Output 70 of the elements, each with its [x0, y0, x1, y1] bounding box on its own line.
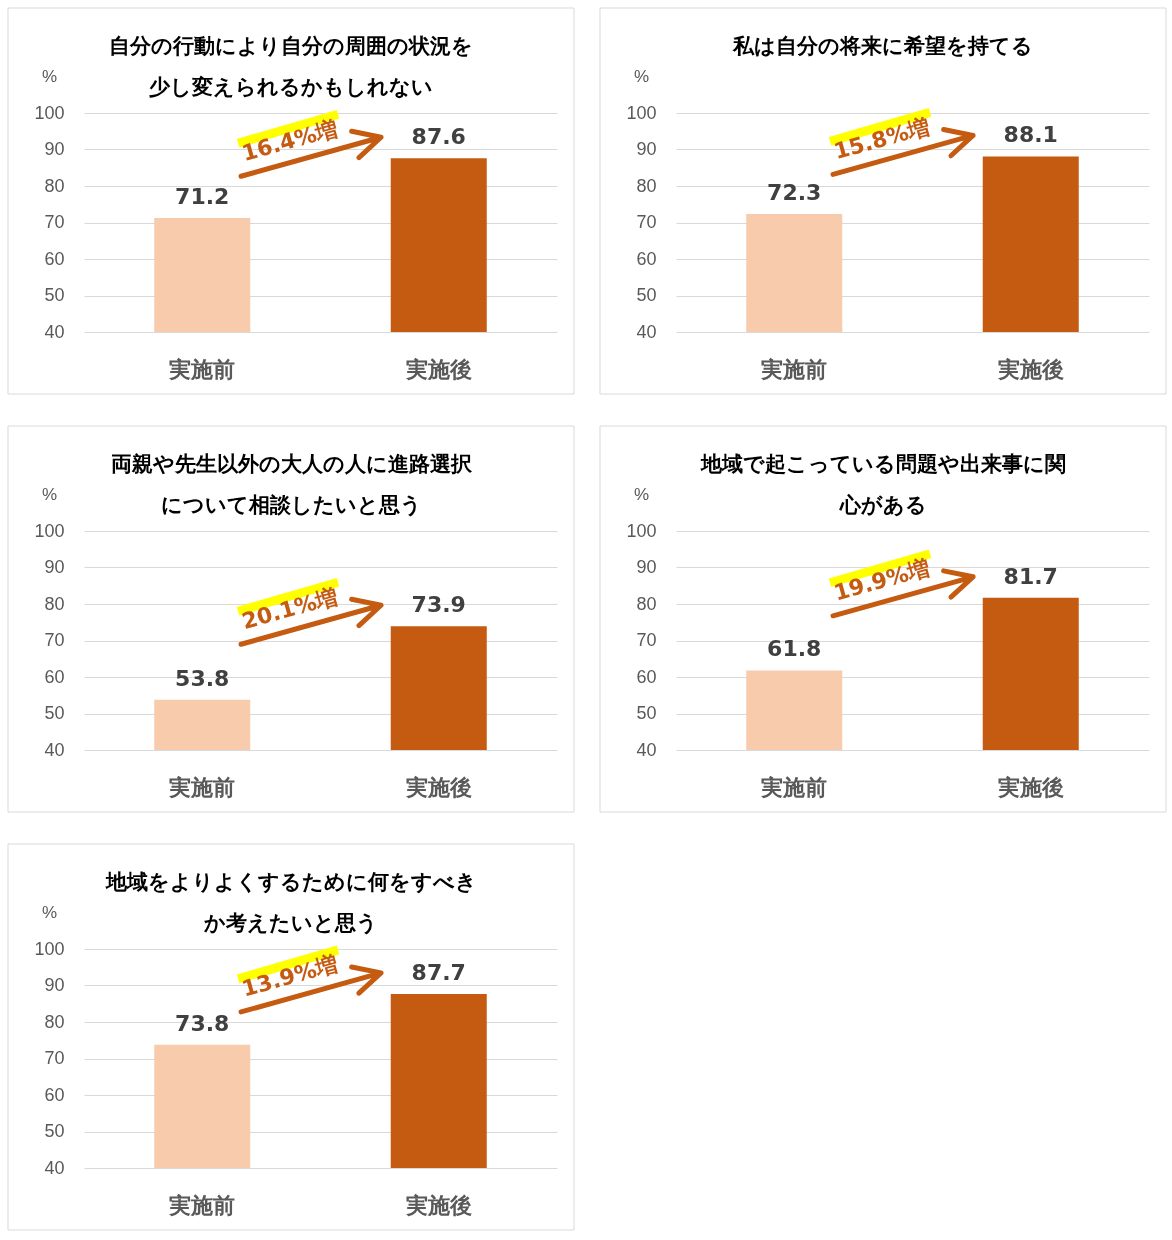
chart-title: 両親や先生以外の大人の人に進路選択について相談したいと思う [110, 452, 473, 517]
data-label: 71.2 [175, 184, 230, 210]
y-tick-label: 100 [626, 520, 657, 541]
y-tick-label: 80 [636, 175, 657, 196]
y-tick-label: 40 [636, 739, 657, 760]
x-tick-label: 実施前 [168, 774, 236, 800]
y-tick-label: 60 [44, 248, 65, 269]
y-tick-label: 100 [626, 102, 657, 123]
x-tick-label: 実施前 [760, 356, 828, 382]
y-tick-label: 90 [636, 557, 657, 577]
data-label: 88.1 [1003, 122, 1058, 148]
chart-title: 自分の行動により自分の周囲の状況を少し変えられるかもしれない [109, 34, 473, 99]
y-tick-label: 40 [44, 739, 65, 760]
data-label: 72.3 [767, 180, 822, 206]
chart-title: 地域をよりよくするために何をすべきか考えたいと思う [104, 870, 477, 935]
y-tick-label: 60 [636, 248, 657, 269]
data-label: 53.8 [175, 665, 230, 691]
y-tick-label: 70 [636, 630, 657, 650]
x-tick-label: 実施後 [404, 1192, 472, 1218]
y-tick-label: 40 [44, 321, 65, 342]
data-label: 61.8 [767, 636, 822, 662]
y-tick-label: 50 [44, 285, 65, 305]
data-label: 73.9 [411, 592, 466, 618]
y-axis-title: % [41, 484, 58, 504]
y-tick-label: 70 [44, 630, 65, 650]
y-tick-label: 100 [34, 938, 65, 959]
y-axis-title: % [41, 902, 58, 922]
y-axis-title: % [633, 66, 650, 86]
x-tick-label: 実施後 [404, 356, 472, 382]
annotation: 13.9%増 [239, 951, 341, 1002]
x-tick-label: 実施前 [168, 356, 236, 382]
x-tick-label: 実施後 [996, 774, 1064, 800]
y-tick-label: 60 [44, 666, 65, 687]
y-tick-label: 70 [44, 212, 65, 232]
y-tick-label: 90 [44, 139, 65, 159]
data-label: 87.7 [411, 959, 466, 985]
y-tick-label: 90 [44, 557, 65, 577]
y-tick-label: 40 [636, 321, 657, 342]
y-tick-label: 50 [44, 703, 65, 723]
y-tick-label: 70 [636, 212, 657, 232]
y-tick-label: 60 [44, 1084, 65, 1105]
data-label: 81.7 [1003, 563, 1058, 589]
y-tick-label: 70 [44, 1048, 65, 1068]
y-axis-title: % [633, 484, 650, 504]
x-tick-label: 実施後 [996, 356, 1064, 382]
chart-title: 私は自分の将来に希望を持てる [732, 34, 1033, 58]
y-tick-label: 40 [44, 1157, 65, 1178]
y-tick-label: 80 [44, 1011, 65, 1032]
y-tick-label: 90 [44, 975, 65, 995]
y-tick-label: 50 [636, 285, 657, 305]
chart-title: 地域で起こっている問題や出来事に関心がある [699, 452, 1066, 517]
y-tick-label: 90 [636, 139, 657, 159]
data-label: 87.6 [411, 124, 466, 150]
x-tick-label: 実施前 [760, 774, 828, 800]
y-tick-label: 50 [44, 1121, 65, 1141]
annotation: 20.1%増 [239, 583, 341, 635]
y-axis-title: % [41, 66, 58, 86]
annotation: 15.8%増 [831, 113, 933, 165]
y-tick-label: 60 [636, 666, 657, 687]
y-tick-label: 50 [636, 703, 657, 723]
y-tick-label: 100 [34, 520, 65, 541]
y-tick-label: 80 [636, 593, 657, 614]
x-tick-label: 実施後 [404, 774, 472, 800]
annotation: 16.4%増 [239, 115, 341, 167]
annotation: 19.9%増 [831, 555, 933, 606]
y-tick-label: 80 [44, 175, 65, 196]
y-tick-label: 100 [34, 102, 65, 123]
x-tick-label: 実施前 [168, 1192, 236, 1218]
data-label: 73.8 [175, 1010, 230, 1036]
y-tick-label: 80 [44, 593, 65, 614]
